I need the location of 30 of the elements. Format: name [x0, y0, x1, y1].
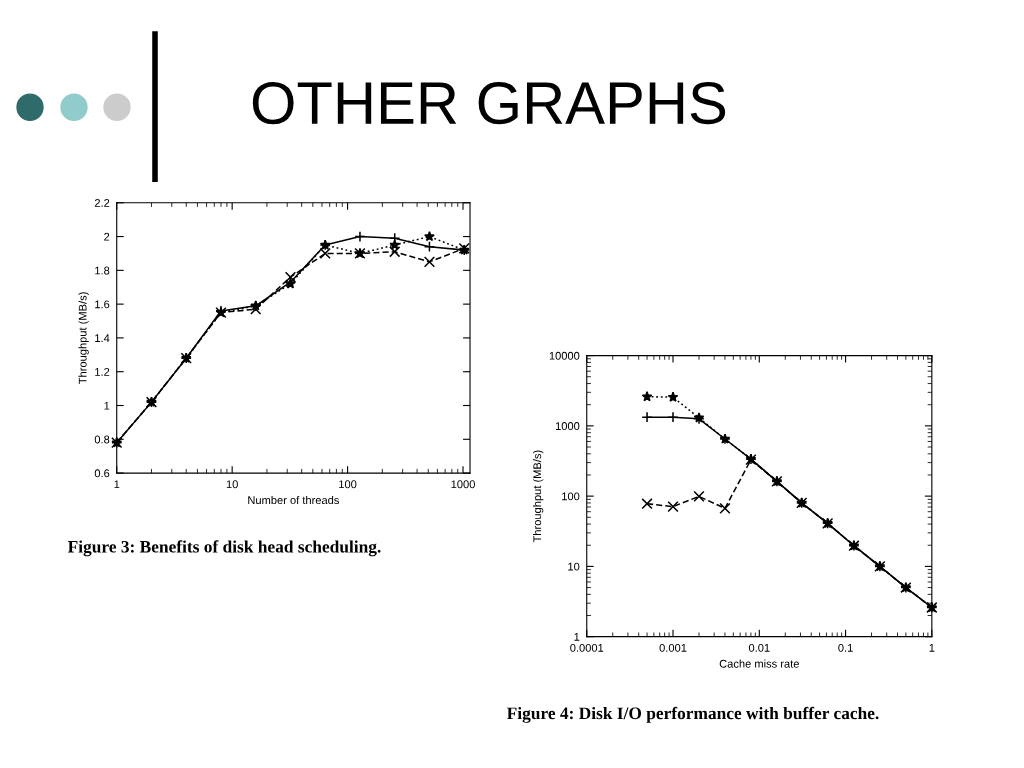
x-tick-label: 0.1	[838, 643, 853, 652]
y-axis-title: Throughput (MB/s)	[78, 292, 89, 384]
y-tick-label: 1	[104, 401, 110, 410]
x-tick-label: 0.0001	[570, 643, 604, 652]
y-tick-label: 2	[104, 232, 110, 241]
y-tick-label: 2.2	[94, 199, 110, 207]
y-tick-label: 0.6	[94, 469, 110, 478]
text: OTHER GRAPHS	[252, 81, 726, 125]
y-tick-label: 10	[568, 562, 580, 571]
caption: Figure 4: Disk I/O performance with buffer cache.	[506, 706, 879, 723]
y-tick-label: 1.8	[95, 266, 110, 275]
y-tick-label: 0.8	[94, 435, 110, 444]
y-tick-label: 1.2	[95, 367, 110, 376]
x-tick-label: 1	[114, 480, 120, 489]
y-tick-label: 100	[562, 492, 580, 501]
x-tick-label: 0.001	[659, 643, 687, 652]
y-tick-label: 1	[574, 633, 580, 641]
y-tick-label: 1.4	[95, 334, 110, 342]
x-tick-label: 1	[929, 644, 935, 652]
x-tick-label: 100	[339, 480, 357, 489]
x-tick-label: 10	[226, 480, 238, 489]
caption: Figure 3: Benefits of disk head scheduling.	[67, 540, 381, 557]
x-tick-label: 0.01	[748, 643, 770, 652]
y-tick-label: 1.6	[95, 300, 110, 309]
y-tick-label: 1000	[555, 422, 580, 430]
x-axis-title: Cache miss rate	[719, 659, 799, 668]
x-axis-title: Number of threads	[248, 495, 339, 505]
y-axis-title: Throughput (MB/s)	[533, 450, 544, 543]
y-tick-label: 10000	[549, 351, 580, 360]
x-tick-label: 1000	[451, 480, 475, 489]
